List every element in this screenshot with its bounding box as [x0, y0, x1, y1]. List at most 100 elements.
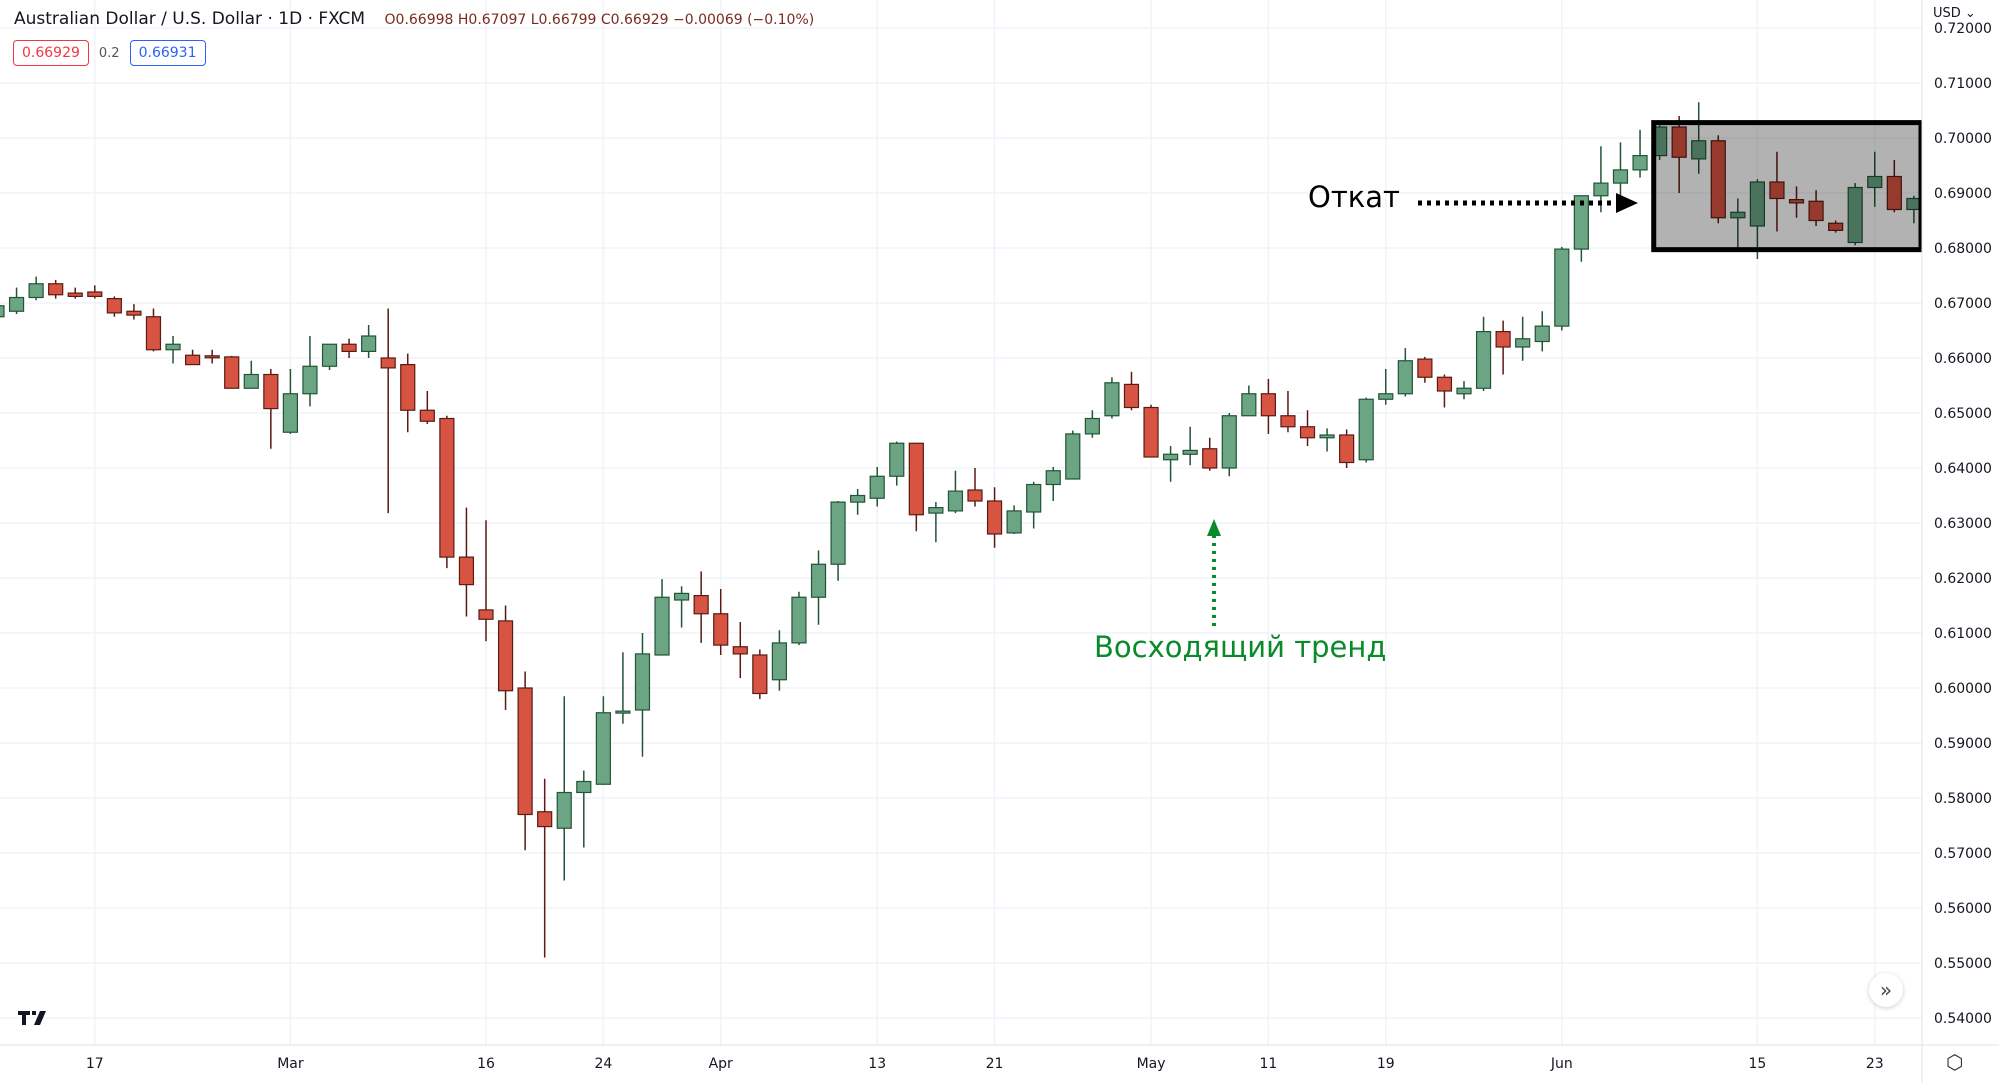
candle-up	[595, 712, 611, 785]
candle-down	[537, 811, 553, 828]
settings-button[interactable]: ⬡	[1946, 1050, 1963, 1074]
price-tick-label: 0.54000	[1934, 1011, 1992, 1027]
candle-down	[185, 354, 201, 366]
candle-up	[1065, 433, 1081, 480]
candle-up	[302, 365, 318, 395]
currency-label: USD	[1933, 6, 1961, 21]
candle-down	[713, 613, 729, 646]
buy-button[interactable]: 0.66931	[129, 40, 206, 66]
arrow-right-icon	[1616, 193, 1638, 213]
candle-up	[1397, 360, 1413, 395]
candle-down	[908, 442, 924, 516]
candle-up	[1006, 510, 1022, 534]
time-axis[interactable]: 17 Mar 16 24 Apr 13 21 May 11 19 Jun 15 23	[0, 1044, 1999, 1072]
price-tick-label: 0.60000	[1934, 681, 1992, 697]
candle-up	[1749, 181, 1766, 227]
candle-down	[400, 364, 416, 411]
price-tick-label: 0.56000	[1934, 901, 1992, 917]
candle-up	[1534, 325, 1550, 343]
candle-up	[791, 596, 807, 644]
currency-selector[interactable]: USD ⌄	[1933, 6, 1976, 21]
candle-down	[204, 355, 220, 359]
candle-down	[1202, 448, 1218, 469]
candle-up	[321, 343, 338, 367]
candle-up	[1554, 248, 1570, 327]
candle-up	[1241, 393, 1257, 417]
candle-up	[1593, 182, 1609, 197]
chevron-down-icon: ⌄	[1964, 6, 1976, 21]
candle-up	[1867, 175, 1883, 189]
candle-up	[1358, 398, 1374, 461]
candle-down	[1808, 200, 1824, 222]
time-tick-label: May	[1137, 1056, 1166, 1072]
candle-down	[439, 417, 455, 558]
trade-buttons: 0.66929 0.2 0.66931	[13, 40, 206, 66]
candle-up	[1515, 338, 1531, 348]
price-tick-label: 0.71000	[1934, 76, 1992, 92]
price-tick-label: 0.61000	[1934, 626, 1992, 642]
scroll-to-realtime-button[interactable]: »	[1869, 973, 1903, 1007]
candle-down	[478, 609, 494, 620]
time-tick-label: 21	[986, 1056, 1004, 1072]
candle-down	[693, 594, 709, 615]
ohlc-values: O0.66998 H0.67097 L0.66799 C0.66929 −0.0…	[384, 12, 815, 28]
time-tick-label: 11	[1259, 1056, 1277, 1072]
grid	[0, 0, 1922, 1045]
candle-down	[106, 298, 122, 314]
candle-down	[517, 687, 533, 816]
candle-down	[48, 283, 64, 296]
candle-down	[1280, 415, 1296, 428]
time-tick-label: 15	[1748, 1056, 1766, 1072]
price-tick-label: 0.68000	[1934, 241, 1992, 257]
candle-up	[556, 791, 572, 829]
pullback-box	[1651, 120, 1924, 253]
candle-up	[673, 592, 690, 601]
candle-up	[634, 653, 651, 711]
candle-down	[263, 373, 279, 410]
candle-down	[67, 292, 83, 298]
price-tick-label: 0.63000	[1934, 516, 1992, 532]
candle-down	[1671, 126, 1687, 158]
candle-up	[1162, 453, 1179, 461]
candle-down	[419, 409, 435, 422]
candle-down	[458, 556, 475, 586]
candles	[0, 102, 1922, 958]
symbol-legend: Australian Dollar / U.S. Dollar · 1D · F…	[14, 9, 814, 29]
candle-up	[810, 563, 827, 598]
candle-down	[1495, 331, 1511, 348]
candle-down	[986, 500, 1003, 535]
candle-up	[361, 335, 377, 352]
candle-down	[1710, 140, 1726, 219]
tradingview-logo[interactable]	[18, 1008, 54, 1033]
candle-up	[869, 475, 885, 499]
price-axis[interactable]: 0.54000 0.55000 0.56000 0.57000 0.58000 0.590…	[1921, 0, 1999, 1083]
price-tick-label: 0.57000	[1934, 846, 1992, 862]
candle-up	[1378, 393, 1394, 400]
price-tick-label: 0.64000	[1934, 461, 1992, 477]
time-tick-label: Mar	[277, 1056, 304, 1072]
candle-up	[1045, 470, 1061, 486]
price-tick-label: 0.67000	[1934, 296, 1992, 312]
price-tick-label: 0.72000	[1934, 21, 1992, 37]
price-tick-label: 0.66000	[1934, 351, 1992, 367]
candle-up	[1632, 155, 1648, 171]
candle-up	[28, 283, 44, 299]
double-chevron-right-icon: »	[1879, 978, 1893, 1002]
price-tick-label: 0.65000	[1934, 406, 1992, 422]
time-tick-label: 19	[1377, 1056, 1395, 1072]
candle-up	[576, 780, 592, 794]
candle-down	[1299, 426, 1316, 439]
candle-up	[1475, 331, 1492, 389]
price-tick-label: 0.55000	[1934, 956, 1992, 972]
candle-up	[243, 373, 259, 389]
pullback-label: Откат	[1308, 180, 1400, 214]
candle-down	[497, 620, 514, 692]
candle-up	[615, 710, 631, 714]
candle-down	[752, 654, 768, 695]
sell-button[interactable]: 0.66929	[13, 40, 89, 66]
candle-down	[1828, 222, 1844, 232]
candle-up	[1456, 387, 1472, 395]
candle-up	[850, 494, 866, 503]
candle-up	[1730, 211, 1746, 219]
